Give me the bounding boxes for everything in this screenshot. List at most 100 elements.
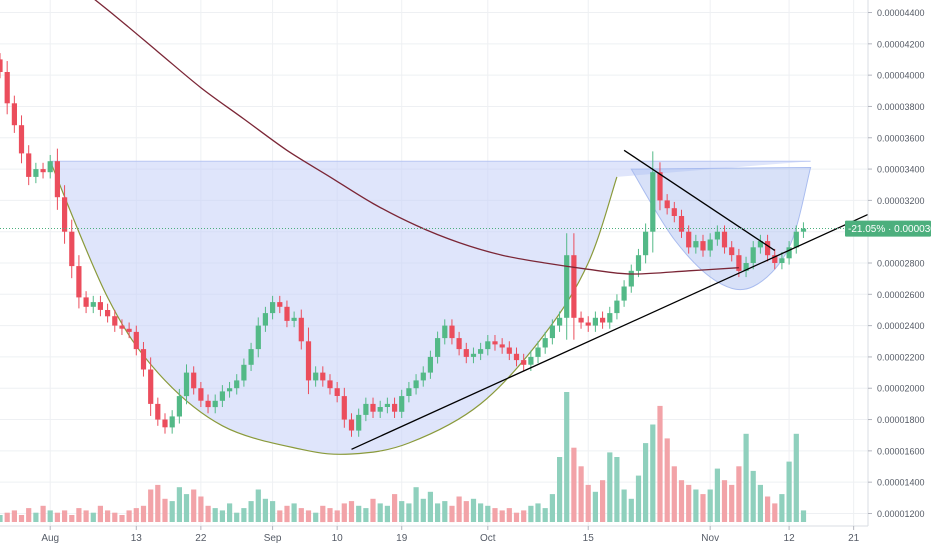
- volume-bar: [406, 503, 412, 522]
- candle-body: [313, 372, 319, 381]
- volume-bar: [298, 508, 304, 522]
- volume-bar: [97, 505, 103, 523]
- candle-body: [585, 322, 591, 326]
- x-tick-label: Nov: [701, 533, 719, 544]
- volume-bar: [578, 466, 584, 522]
- volume-bar: [313, 512, 319, 522]
- candle-body: [155, 403, 161, 420]
- volume-bar: [714, 468, 720, 522]
- volume-bar: [413, 487, 419, 522]
- candle-body: [392, 403, 398, 412]
- volume-bar: [133, 508, 139, 522]
- candle-body: [305, 341, 312, 381]
- volume-bar: [485, 505, 491, 523]
- volume-bar: [90, 512, 96, 522]
- candle-body: [133, 331, 139, 350]
- y-tick-label: 0.00002800: [877, 259, 925, 269]
- candle-body: [700, 241, 706, 251]
- volume-bar: [600, 480, 606, 522]
- volume-bar: [262, 498, 268, 522]
- volume-bar: [607, 452, 613, 522]
- y-tick-label: 0.00004400: [877, 8, 925, 18]
- candle-body: [628, 270, 634, 287]
- candle-body: [298, 317, 304, 342]
- volume-bar: [521, 510, 527, 522]
- candle-body: [62, 197, 68, 232]
- volume-bar: [270, 501, 276, 522]
- candle-body: [535, 347, 541, 357]
- volume-bar: [205, 505, 211, 523]
- volume-bar: [112, 512, 118, 522]
- candle-body: [219, 391, 225, 401]
- candle-body: [334, 388, 340, 396]
- candle-body: [26, 153, 32, 177]
- price-axis: 0.00004400 0.00004200 0.00004000 0.00003800…: [868, 8, 925, 519]
- candle-body: [69, 231, 75, 267]
- candle-body: [0, 59, 3, 72]
- volume-bar: [33, 512, 39, 522]
- volume-bar: [69, 515, 75, 522]
- volume-bar: [743, 433, 749, 522]
- volume-bar: [327, 508, 333, 522]
- trend-line: [351, 213, 869, 450]
- candle-body: [671, 208, 677, 216]
- candle-body: [600, 317, 606, 323]
- candle-body: [47, 161, 53, 173]
- volume-bar: [435, 503, 441, 522]
- candle-body: [686, 231, 692, 248]
- candle-body: [183, 372, 190, 397]
- candle-body: [227, 388, 233, 392]
- volume-bar: [635, 475, 642, 522]
- candle-body: [470, 353, 477, 357]
- volume-bar: [356, 505, 362, 523]
- candle-body: [399, 396, 405, 412]
- volume-bar: [227, 503, 233, 522]
- volume-bar: [83, 510, 89, 522]
- candle-body: [578, 317, 584, 323]
- volume-bar: [557, 457, 563, 522]
- volume-bar: [169, 501, 175, 522]
- volume-bar: [420, 498, 426, 522]
- candle-body: [370, 403, 376, 412]
- volume-bar: [162, 498, 168, 522]
- volume-bar: [176, 487, 182, 522]
- volume-bar: [219, 510, 225, 522]
- volume-bar: [305, 510, 312, 522]
- volume-bar: [427, 491, 433, 522]
- candle-body: [427, 356, 433, 373]
- x-tick-label: Sep: [264, 533, 282, 544]
- candle-body: [736, 255, 742, 271]
- y-tick-label: 0.00002000: [877, 384, 925, 394]
- candle-body: [4, 72, 10, 104]
- volume-bar: [191, 489, 197, 522]
- candle-body: [255, 325, 261, 350]
- candle-body: [212, 400, 218, 408]
- volume-bar: [377, 503, 383, 522]
- volume-bar: [62, 510, 68, 522]
- candle-body: [377, 407, 383, 412]
- volume-bar: [155, 484, 161, 522]
- volume-bar: [212, 508, 218, 522]
- moving-average-line: [94, 0, 739, 275]
- volume-bar: [456, 496, 462, 522]
- y-tick-label: 0.00004000: [877, 71, 925, 81]
- volume-bar: [793, 433, 799, 522]
- volume-bar: [320, 505, 326, 523]
- volume-bar: [506, 508, 512, 522]
- candle-body: [621, 286, 627, 301]
- candle-body: [191, 372, 197, 389]
- x-tick-label: 22: [195, 533, 207, 544]
- volume-bar: [255, 489, 261, 522]
- candle-body: [743, 263, 749, 271]
- volume-bar: [183, 494, 190, 522]
- candle-body: [800, 228, 807, 232]
- candle-body: [513, 353, 520, 361]
- volume-bar: [348, 501, 355, 522]
- volume-bar: [198, 496, 204, 522]
- candle-body: [528, 356, 534, 365]
- y-tick-label: 0.00003400: [877, 165, 925, 175]
- candle-body: [499, 344, 505, 348]
- volume-bar: [736, 466, 742, 522]
- volume-bar: [399, 501, 405, 522]
